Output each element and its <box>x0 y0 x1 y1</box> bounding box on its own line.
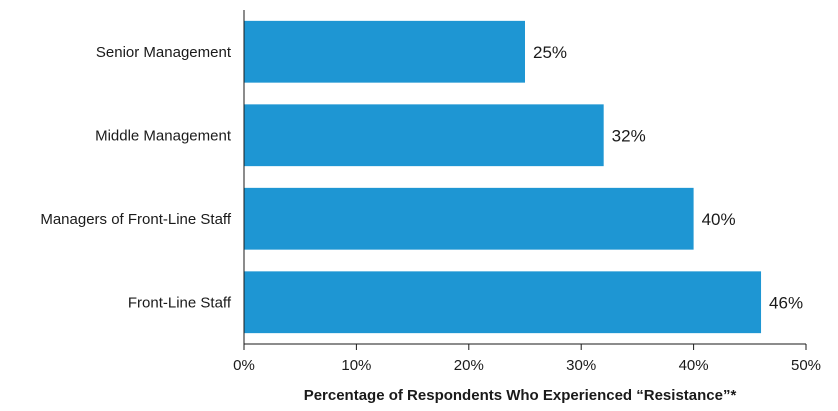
bars <box>244 20 762 334</box>
value-label-front-line-staff: 46% <box>769 293 803 312</box>
bar-middle-management <box>244 104 604 167</box>
x-tick-label: 30% <box>566 357 596 374</box>
value-labels: 25% 32% 40% 46% <box>533 43 803 313</box>
category-label-senior-management: Senior Management <box>96 44 232 61</box>
x-tick-label: 20% <box>454 357 484 374</box>
axes <box>243 10 806 345</box>
bar-managers-of-front-line-staff <box>244 187 694 250</box>
bar-front-line-staff <box>244 271 762 334</box>
category-label-middle-management: Middle Management <box>95 127 232 144</box>
value-label-middle-management: 32% <box>612 126 646 145</box>
x-tick-label: 10% <box>341 357 371 374</box>
x-axis-title: Percentage of Respondents Who Experience… <box>304 387 737 404</box>
x-tick-label: 0% <box>233 357 255 374</box>
x-axis-ticks: 0% 10% 20% 30% 40% 50% <box>233 344 821 374</box>
value-label-senior-management: 25% <box>533 43 567 62</box>
value-label-managers-of-front-line-staff: 40% <box>702 210 736 229</box>
category-labels: Senior Management Middle Management Manage… <box>40 44 231 312</box>
x-tick-label: 50% <box>791 357 821 374</box>
bar-senior-management <box>244 20 525 83</box>
category-label-managers-of-front-line-staff: Managers of Front-Line Staff <box>40 211 231 228</box>
x-tick-label: 40% <box>679 357 709 374</box>
category-label-front-line-staff: Front-Line Staff <box>128 294 232 311</box>
